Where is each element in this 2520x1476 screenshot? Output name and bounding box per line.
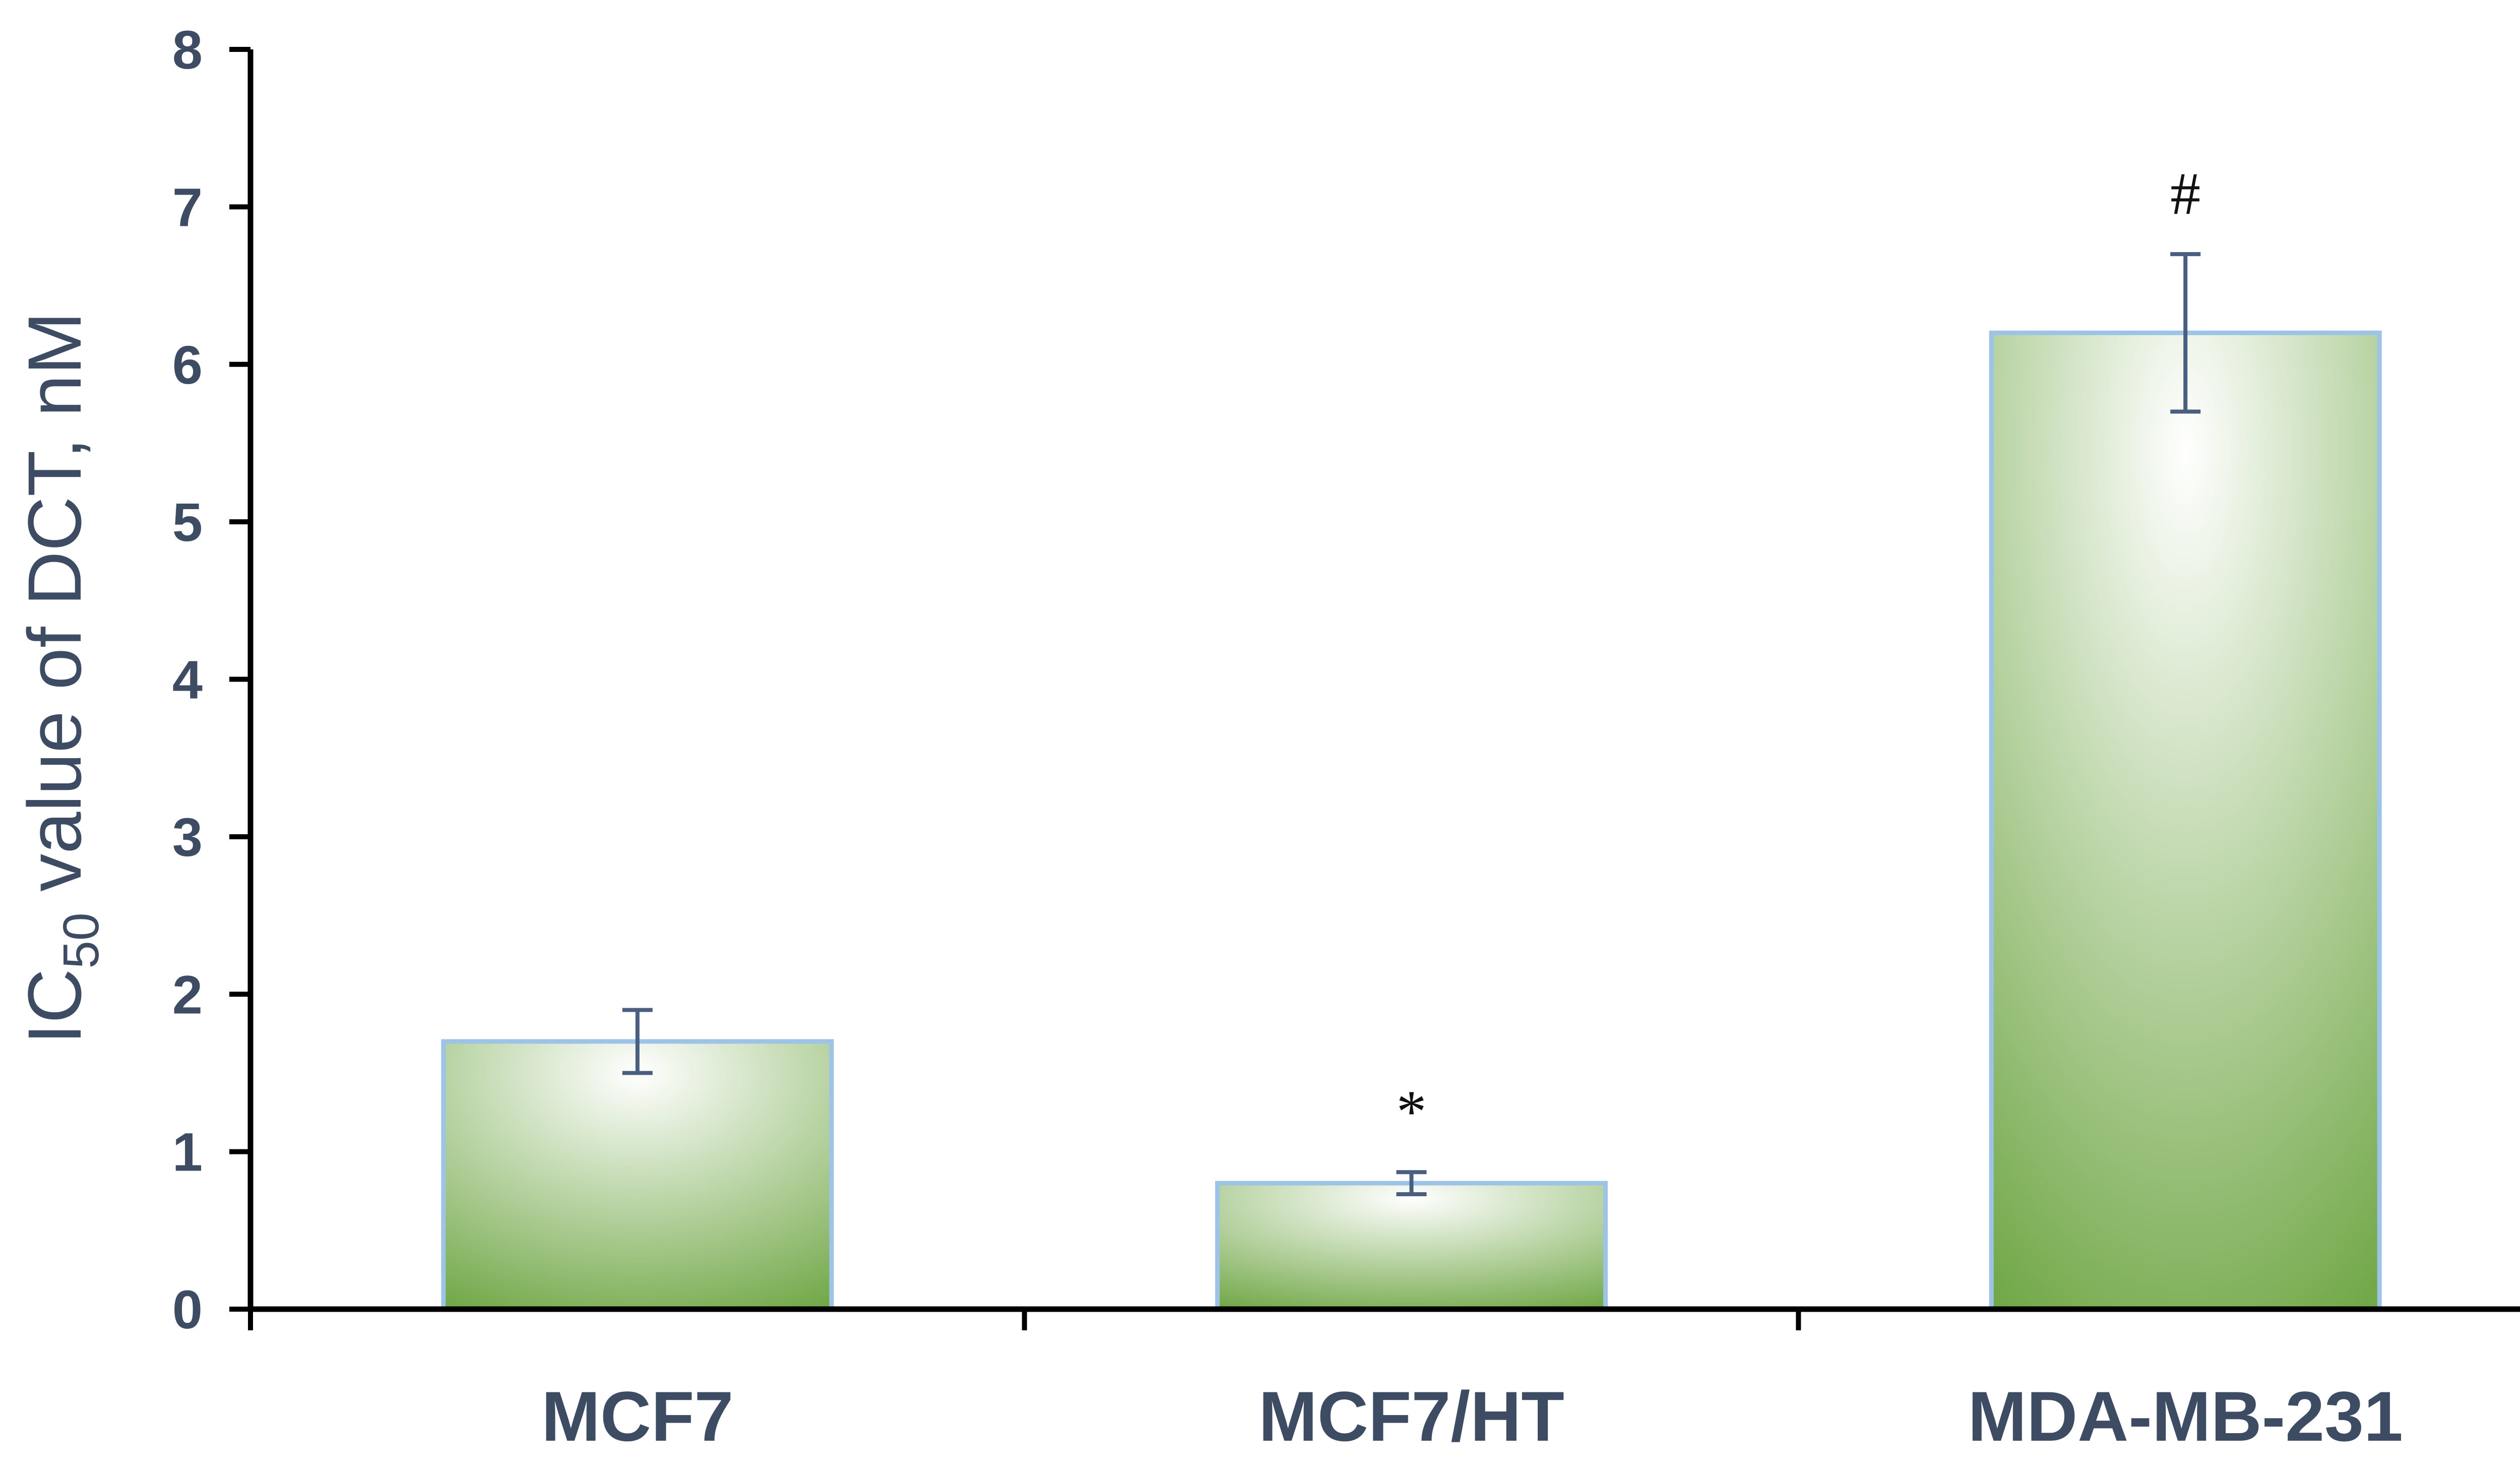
bar xyxy=(1215,1181,1608,1312)
y-tick-label: 8 xyxy=(172,19,203,80)
x-tick-label: MCF7/HT xyxy=(1258,1377,1564,1456)
y-axis-title-prefix: IC xyxy=(12,969,97,1044)
y-axis-title-suffix: value of DCT, nM xyxy=(12,312,97,912)
significance-label: * xyxy=(1397,1078,1427,1145)
y-tick-label: 0 xyxy=(172,1279,203,1340)
y-tick-label: 5 xyxy=(172,491,203,552)
bar xyxy=(1989,330,2382,1312)
error-bars-layer xyxy=(622,252,2201,1196)
y-tick-label: 6 xyxy=(172,334,203,395)
y-tick-label: 2 xyxy=(172,964,203,1025)
y-tick-label: 3 xyxy=(172,807,203,868)
bars-layer xyxy=(441,330,2382,1312)
significance-annotations: *# xyxy=(1397,160,2201,1145)
y-tick-label: 1 xyxy=(172,1122,203,1183)
bar xyxy=(441,1039,834,1312)
x-ticks: MCF7 MCF7/HT MDA-MB-231 xyxy=(248,1309,2403,1456)
y-tick-label: 7 xyxy=(172,176,203,237)
x-tick-label: MDA-MB-231 xyxy=(1968,1377,2403,1456)
x-tick-label: MCF7 xyxy=(541,1377,733,1456)
y-tick-label: 4 xyxy=(172,649,203,710)
y-axis-title: IC50 value of DCT, nM xyxy=(12,312,109,1044)
significance-label: # xyxy=(2170,160,2200,227)
y-ticks: 0 1 2 3 4 5 6 7 8 xyxy=(172,19,250,1340)
y-axis-title-subscript: 50 xyxy=(53,912,109,968)
